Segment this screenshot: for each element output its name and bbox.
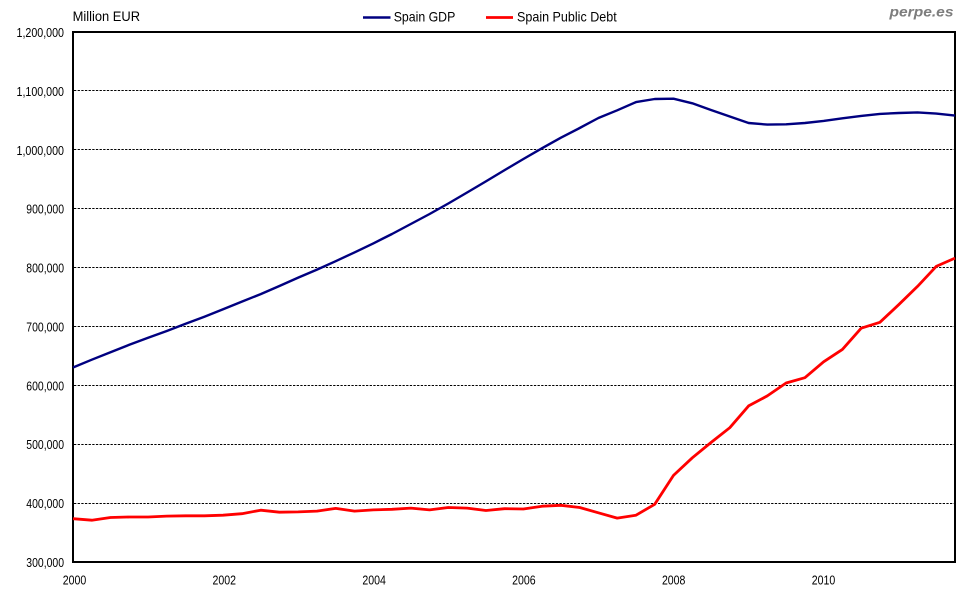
svg-text:Spain GDP: Spain GDP	[394, 9, 456, 24]
svg-text:800,000: 800,000	[26, 262, 64, 276]
svg-text:Spain Public Debt: Spain Public Debt	[517, 9, 617, 24]
svg-text:300,000: 300,000	[26, 556, 64, 570]
svg-text:400,000: 400,000	[26, 497, 64, 511]
svg-text:Million EUR: Million EUR	[73, 9, 141, 24]
svg-text:500,000: 500,000	[26, 438, 64, 452]
svg-text:1,200,000: 1,200,000	[17, 26, 65, 40]
svg-text:2010: 2010	[812, 574, 836, 588]
svg-text:2008: 2008	[662, 574, 686, 588]
svg-text:900,000: 900,000	[26, 203, 64, 217]
svg-text:2006: 2006	[512, 574, 536, 588]
svg-text:2002: 2002	[213, 574, 237, 588]
svg-text:2004: 2004	[362, 574, 386, 588]
svg-text:1,000,000: 1,000,000	[17, 144, 65, 158]
svg-text:700,000: 700,000	[26, 320, 64, 334]
svg-text:2000: 2000	[63, 574, 87, 588]
svg-text:perpe.es: perpe.es	[888, 4, 953, 20]
svg-text:1,100,000: 1,100,000	[17, 85, 65, 99]
svg-text:600,000: 600,000	[26, 379, 64, 393]
